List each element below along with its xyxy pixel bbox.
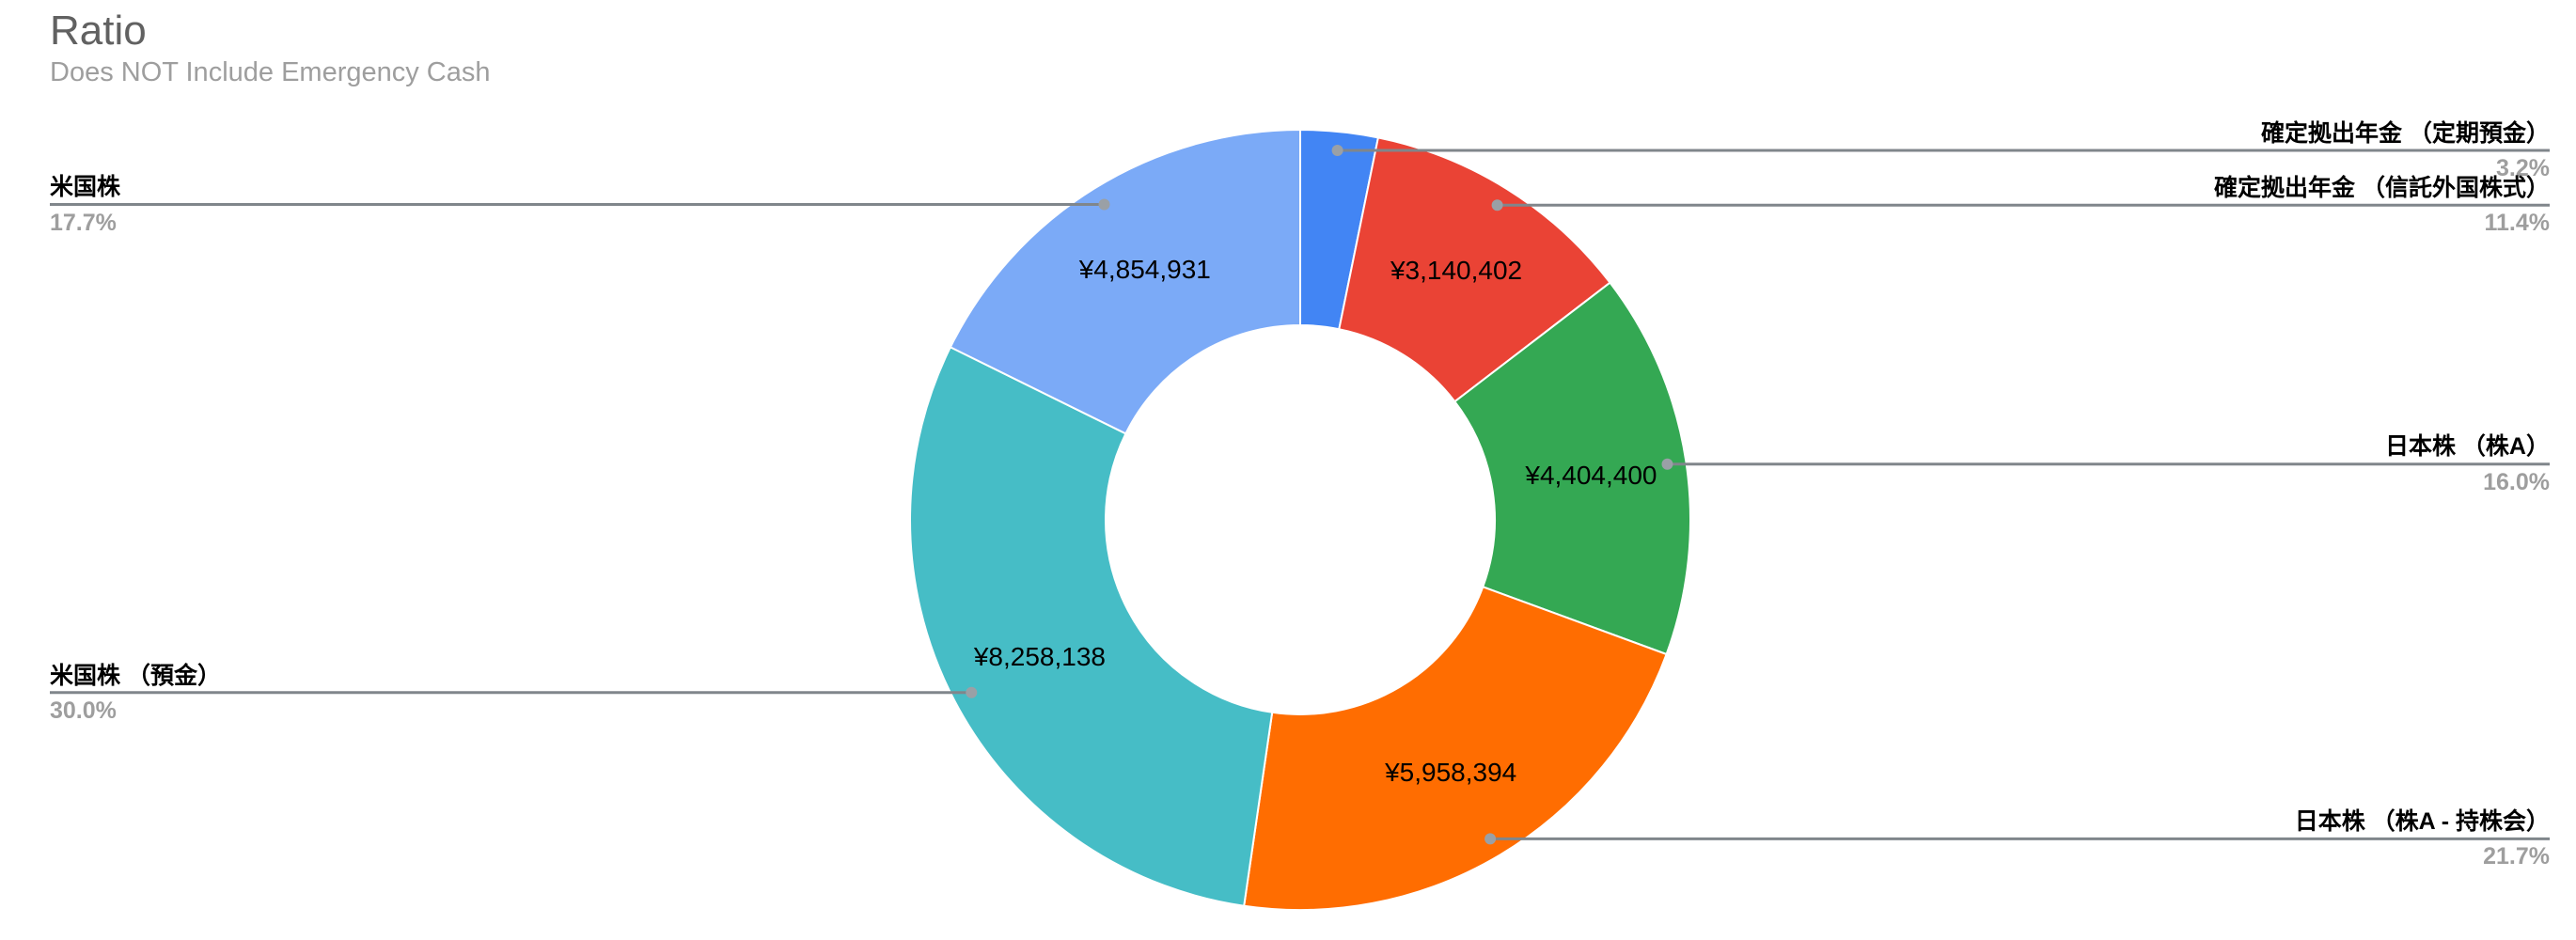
leader-dot-1: [1491, 199, 1503, 212]
callout-label-beikokukabu-yokin: 米国株 （預金）: [50, 662, 221, 689]
callout-label-mochikabukai: 日本株 （株A - 持株会）: [2294, 808, 2550, 836]
callout-percent-teikiyokin: 3.2%: [2496, 154, 2550, 181]
leader-dot-4: [966, 686, 978, 698]
callout-label-beikokukabu: 米国株: [50, 174, 121, 201]
pie-slice-3[interactable]: [1243, 586, 1668, 911]
leader-dot-0: [1331, 145, 1343, 156]
leader-dot-3: [1484, 833, 1497, 845]
callout-label-shintaku: 確定拠出年金 （信託外国株式）: [2214, 174, 2550, 201]
callout-percent-beikokukabu: 17.7%: [50, 209, 117, 236]
slice-value-label: ¥4,854,931: [1078, 255, 1211, 285]
chart-subtitle: Does NOT Include Emergency Cash: [50, 57, 491, 87]
chart-title: Ratio: [50, 8, 147, 54]
leader-dot-5: [1098, 198, 1110, 211]
pie-slice-2[interactable]: [1453, 281, 1691, 656]
slice-value-label: ¥5,958,394: [1385, 757, 1517, 787]
callout-percent-shintaku: 11.4%: [2484, 210, 2550, 237]
slice-value-label: ¥8,258,138: [973, 641, 1106, 671]
callout-label-nihonkabu-a: 日本株 （株A）: [2384, 433, 2550, 461]
callout-percent-mochikabukai: 21.7%: [2483, 843, 2550, 870]
pie-slice-1[interactable]: [1338, 136, 1611, 403]
slice-value-label: ¥4,404,400: [1525, 460, 1657, 490]
callout-percent-beikokukabu-yokin: 30.0%: [50, 697, 117, 724]
pie-slice-4[interactable]: [909, 345, 1274, 907]
slice-value-label: ¥3,140,402: [1390, 255, 1523, 285]
callout-percent-nihonkabu-a: 16.0%: [2483, 468, 2550, 495]
callout-label-teikiyokin: 確定拠出年金 （定期預金）: [2261, 119, 2550, 147]
pie-slice-5[interactable]: [949, 128, 1301, 435]
leader-dot-2: [1661, 458, 1673, 470]
